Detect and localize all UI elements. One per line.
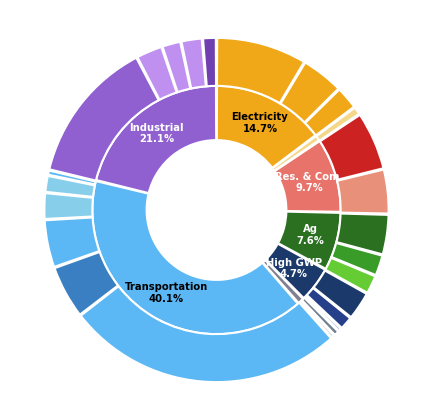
Text: Ag
7.6%: Ag 7.6% [296, 224, 324, 246]
Wedge shape [162, 42, 190, 92]
Wedge shape [137, 47, 177, 100]
Wedge shape [45, 193, 93, 219]
Text: Transportation
40.1%: Transportation 40.1% [125, 282, 208, 304]
Wedge shape [81, 286, 331, 382]
Wedge shape [217, 86, 316, 168]
Wedge shape [317, 108, 359, 141]
Wedge shape [325, 258, 375, 293]
Wedge shape [181, 39, 206, 89]
Wedge shape [266, 244, 325, 298]
Wedge shape [217, 38, 304, 103]
Wedge shape [263, 260, 303, 303]
Wedge shape [92, 181, 298, 334]
Wedge shape [307, 288, 350, 328]
Wedge shape [305, 296, 341, 331]
Wedge shape [336, 213, 388, 255]
Wedge shape [313, 270, 367, 317]
Wedge shape [302, 298, 338, 335]
Wedge shape [273, 136, 319, 171]
Wedge shape [48, 171, 96, 184]
Text: Industrial
21.1%: Industrial 21.1% [129, 123, 184, 144]
Wedge shape [203, 38, 216, 86]
Wedge shape [331, 243, 382, 275]
Wedge shape [55, 252, 118, 315]
Wedge shape [281, 63, 339, 122]
Wedge shape [320, 115, 384, 180]
Text: High GWP
4.7%: High GWP 4.7% [266, 257, 322, 279]
Wedge shape [96, 86, 216, 193]
Wedge shape [45, 176, 95, 197]
Wedge shape [300, 301, 334, 338]
Wedge shape [45, 218, 99, 267]
Wedge shape [49, 58, 158, 181]
Wedge shape [278, 212, 341, 269]
Wedge shape [337, 170, 388, 213]
Wedge shape [305, 89, 354, 136]
Text: Electricity
14.7%: Electricity 14.7% [232, 113, 288, 134]
Text: Res. & Com.
9.7%: Res. & Com. 9.7% [275, 172, 344, 193]
Wedge shape [275, 141, 341, 212]
